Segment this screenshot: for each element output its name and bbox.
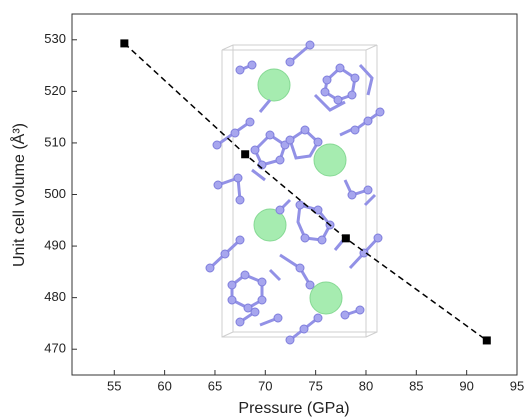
data-point xyxy=(483,336,491,344)
y-tick-label: 520 xyxy=(44,83,66,98)
x-axis-title: Pressure (GPa) xyxy=(238,400,349,417)
y-tick-label: 500 xyxy=(44,186,66,201)
data-point xyxy=(120,39,128,47)
data-point xyxy=(342,234,350,242)
x-tick-label: 90 xyxy=(459,378,473,393)
x-tick-label: 85 xyxy=(409,378,423,393)
x-tick-label: 95 xyxy=(510,378,524,393)
x-tick-label: 60 xyxy=(157,378,171,393)
y-tick-label: 530 xyxy=(44,31,66,46)
y-tick-label: 510 xyxy=(44,134,66,149)
chart: Pressure (GPa) Unit cell volume (Å³) 55 6… xyxy=(0,0,531,419)
x-tick-label: 65 xyxy=(208,378,222,393)
data-line xyxy=(124,43,486,340)
y-tick-label: 470 xyxy=(44,341,66,356)
crystal-structure-inset xyxy=(206,41,384,344)
plot-frame xyxy=(72,14,517,375)
x-tick-label: 55 xyxy=(107,378,121,393)
y-axis-title: Unit cell volume (Å³) xyxy=(9,123,28,267)
data-point xyxy=(241,150,249,158)
x-tick-label: 80 xyxy=(359,378,373,393)
x-tick-label: 75 xyxy=(308,378,322,393)
y-tick-label: 490 xyxy=(44,238,66,253)
x-tick-label: 70 xyxy=(258,378,272,393)
y-tick-label: 480 xyxy=(44,289,66,304)
